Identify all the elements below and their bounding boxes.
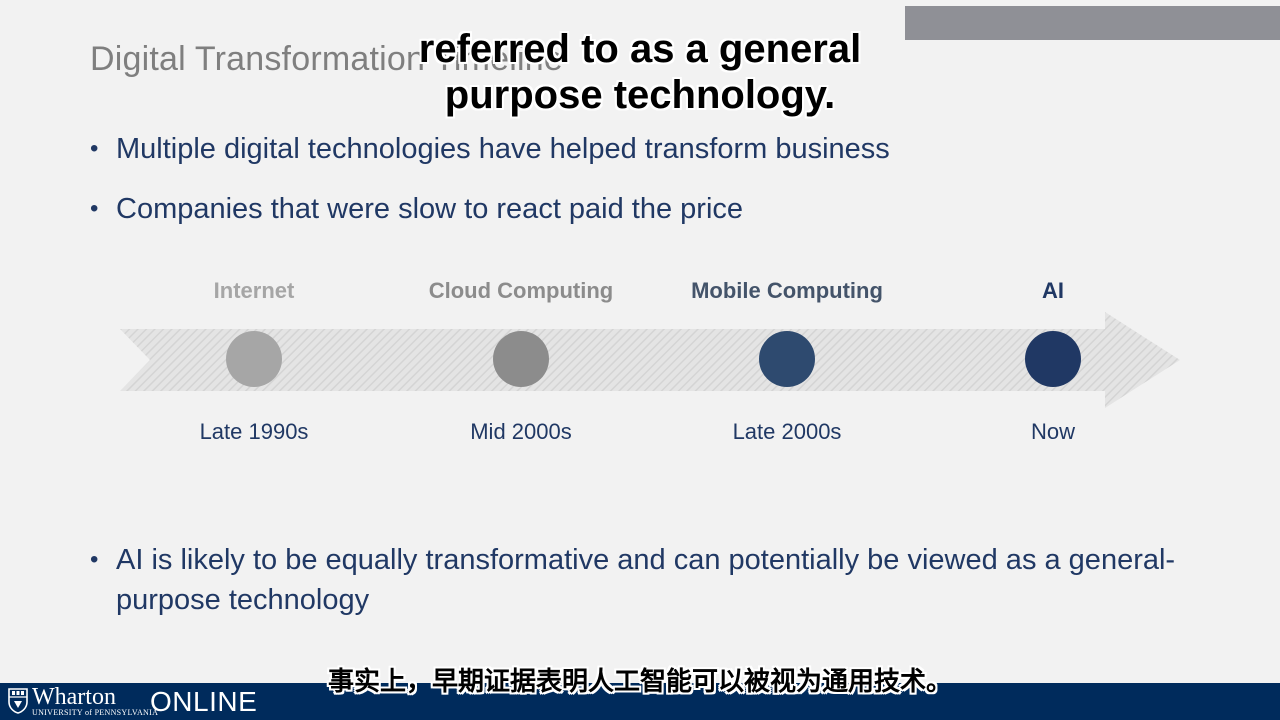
slide-title: Digital Transformation Timeline <box>90 40 563 78</box>
bullet-item-ai-transformative: AI is likely to be equally transformativ… <box>90 540 1210 620</box>
timeline-dot-cloud-computing <box>493 331 549 387</box>
bullet-item: Companies that were slow to react paid t… <box>90 192 1190 226</box>
subtitle-caption-english: referred to as a general purpose technol… <box>418 27 862 117</box>
video-overlay-bar <box>905 6 1280 40</box>
wharton-online-logo: Wharton UNIVERSITY of PENNSYLVANIA ONLIN… <box>8 684 260 718</box>
shield-icon <box>8 688 28 714</box>
timeline-arrow-shape <box>120 312 1180 408</box>
subtitle-caption-chinese: 事实上，早期证据表明人工智能可以被视为通用技术。 <box>327 666 952 696</box>
logo-university: UNIVERSITY of PENNSYLVANIA <box>32 708 159 717</box>
timeline-dot-mobile-computing <box>759 331 815 387</box>
footer-bar <box>0 683 1280 720</box>
bottom-bullet-list: AI is likely to be equally transformativ… <box>90 540 1210 620</box>
timeline-label-cloud-computing: Cloud Computing <box>428 278 614 303</box>
timeline-arrow <box>120 312 1180 408</box>
timeline-date-cloud-computing: Mid 2000s <box>470 419 572 444</box>
timeline-date-ai: Now <box>1030 419 1075 444</box>
timeline-date-mobile-computing: Late 2000s <box>732 419 842 444</box>
timeline-dot-ai <box>1025 331 1081 387</box>
bullet-list: Multiple digital technologies have helpe… <box>90 132 1190 252</box>
timeline-label-internet: Internet <box>213 278 295 303</box>
logo-online: ONLINE <box>150 686 258 717</box>
timeline-label-ai: AI <box>1042 278 1064 303</box>
timeline-dot-internet <box>226 331 282 387</box>
bullet-item: Multiple digital technologies have helpe… <box>90 132 1190 166</box>
logo-wordmark: Wharton <box>32 684 116 710</box>
timeline-label-mobile-computing: Mobile Computing <box>691 278 883 303</box>
timeline-date-internet: Late 1990s <box>199 419 309 444</box>
